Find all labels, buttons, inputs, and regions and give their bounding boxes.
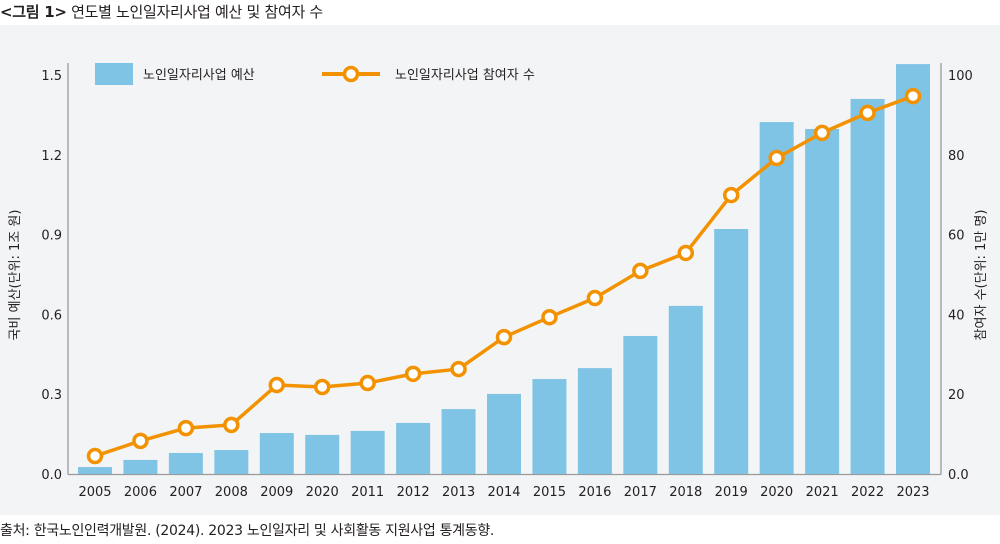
right-axis-title: 참여자 수(단위: 1만 명) <box>974 210 989 341</box>
line-point-2018 <box>677 244 695 262</box>
axes <box>67 63 942 476</box>
bar-2022 <box>850 98 885 474</box>
left-tick-label: 0.3 <box>41 388 62 403</box>
x-tick-label: 2006 <box>124 485 157 500</box>
right-tick-label: 80 <box>948 149 965 164</box>
bar-2023 <box>896 64 930 475</box>
line-point-2012 <box>404 365 422 383</box>
bar-2008 <box>214 450 249 474</box>
bar-2011 <box>350 430 385 474</box>
x-tick-label: 2005 <box>78 485 111 500</box>
right-tick-label: 20 <box>948 388 965 403</box>
bar-2014 <box>487 393 521 474</box>
line-point-2005 <box>86 447 104 465</box>
right-tick-label: 40 <box>948 308 965 323</box>
bar-2016 <box>577 368 612 474</box>
line-point-2022 <box>859 104 876 122</box>
line-point-2008 <box>223 416 240 434</box>
figure-label: <그림 1> <box>0 3 67 21</box>
right-tick-label: 60 <box>948 229 965 244</box>
x-tick-label: 2020 <box>760 485 793 500</box>
x-tick-label: 2019 <box>715 485 748 500</box>
x-tick-label: 2020 <box>306 485 339 500</box>
bar-2019 <box>714 229 749 474</box>
legend: 노인일자리사업 예산 노인일자리사업 참여자 수 <box>95 63 535 85</box>
line-point-2020 <box>768 149 785 167</box>
x-tick-label: 2023 <box>896 485 929 500</box>
bar-2006 <box>123 459 158 474</box>
legend-bar-label: 노인일자리사업 예산 <box>143 68 255 83</box>
x-tick-label: 2022 <box>851 485 884 500</box>
x-tick-label: 2012 <box>397 485 430 500</box>
left-tick-label: 0.0 <box>41 468 62 483</box>
bar-2015 <box>532 379 567 474</box>
left-tick-label: 1.2 <box>41 149 62 164</box>
bar-2018 <box>668 305 703 474</box>
x-tick-label: 2015 <box>533 485 566 500</box>
right-tick-label: 100 <box>948 69 973 84</box>
bar-series <box>78 64 930 475</box>
bar-2013 <box>441 409 476 474</box>
line-point-2007 <box>177 419 195 437</box>
left-axis-ticks: 0.0 0.3 0.6 0.9 1.2 1.5 <box>41 69 62 483</box>
source-note: 출처: 한국노인인력개발원. (2024). 2023 노인일자리 및 사회활동… <box>0 523 495 539</box>
left-tick-label: 0.6 <box>41 308 62 323</box>
right-axis-ticks: 0.0 20 40 60 80 100 <box>948 69 973 483</box>
figure-title-text: 연도별 노인일자리사업 예산 및 참여자 수 <box>71 3 323 21</box>
x-tick-label: 2009 <box>260 485 293 500</box>
line-point-2016 <box>586 289 604 307</box>
line-point-2015 <box>541 308 558 326</box>
legend-line-label: 노인일자리사업 참여자 수 <box>395 68 535 83</box>
line-point-2023 <box>904 87 922 105</box>
line-point-2009 <box>268 376 286 394</box>
bar-2007 <box>168 452 203 474</box>
line-point-2006 <box>132 432 149 450</box>
legend-bar-swatch <box>95 63 133 85</box>
bar-2021 <box>805 128 840 475</box>
line-point-2017 <box>632 262 649 280</box>
bar-2020 <box>305 434 340 474</box>
legend-line-marker <box>342 65 360 83</box>
left-axis-title: 국비 예산(단위: 1조 원) <box>8 210 23 341</box>
line-point-2020 <box>313 378 331 396</box>
x-axis-ticks: 2005 2006 2007 2008 2009 2020 2011 2012 2013 2014… <box>78 485 929 500</box>
bar-2009 <box>259 433 294 474</box>
x-tick-label: 2007 <box>169 485 202 500</box>
line-point-2011 <box>359 374 376 392</box>
x-tick-label: 2014 <box>487 485 520 500</box>
bar-2012 <box>396 422 431 474</box>
line-point-2013 <box>450 360 467 378</box>
x-tick-label: 2017 <box>624 485 657 500</box>
bar-2005 <box>78 467 112 474</box>
x-tick-label: 2016 <box>578 485 611 500</box>
x-tick-label: 2011 <box>351 485 384 500</box>
line-point-2019 <box>722 186 740 204</box>
bar-2020 <box>759 122 794 474</box>
left-tick-label: 1.5 <box>41 69 62 84</box>
line-series <box>86 87 922 465</box>
right-tick-label: 0.0 <box>948 468 969 483</box>
x-tick-label: 2013 <box>442 485 475 500</box>
line-point-2021 <box>813 124 831 142</box>
x-tick-label: 2008 <box>215 485 248 500</box>
bar-2017 <box>623 335 658 474</box>
line-point-2014 <box>495 328 513 346</box>
x-tick-label: 2018 <box>669 485 702 500</box>
x-tick-label: 2021 <box>806 485 839 500</box>
figure-title: <그림 1> 연도별 노인일자리사업 예산 및 참여자 수 <box>0 2 323 22</box>
left-tick-label: 0.9 <box>41 229 62 244</box>
